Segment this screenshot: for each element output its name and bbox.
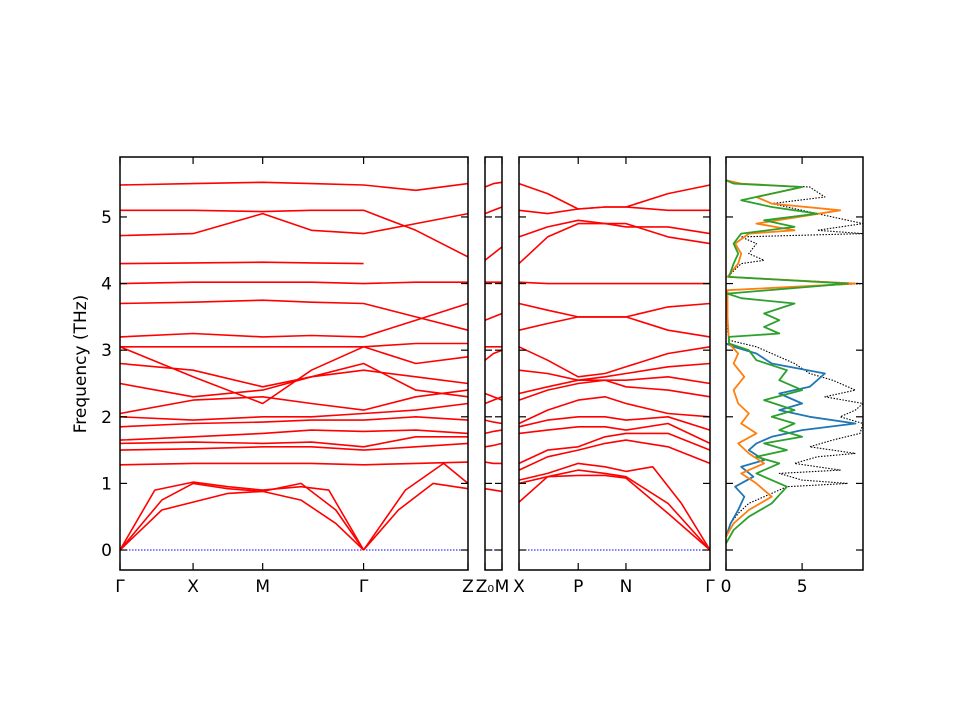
phonon-band: [119, 299, 469, 331]
phonon-band: [518, 379, 711, 401]
phonon-band: [518, 422, 711, 445]
x-tick-label: X: [187, 577, 199, 597]
phonon-band: [119, 490, 365, 551]
phonon-band: [518, 469, 711, 551]
dos-curve-dos_1: [725, 342, 857, 537]
phonon-band: [119, 429, 469, 441]
phonon-band: [119, 345, 469, 405]
panel-frame: [725, 156, 864, 571]
y-tick-label: 2: [101, 408, 112, 428]
phonon-band: [362, 462, 469, 551]
phonon-band: [484, 246, 503, 261]
phonon-band: [518, 439, 711, 471]
phonon-band: [518, 346, 711, 378]
phonon-band: [484, 206, 503, 215]
phonon-band: [119, 302, 469, 338]
phonon-band: [518, 432, 711, 465]
y-tick-label: 0: [101, 541, 112, 561]
phonon-band: [119, 482, 365, 551]
dos-x-tick-label: 5: [797, 577, 808, 597]
phonon-band: [518, 182, 711, 210]
y-tick-label: 1: [101, 474, 112, 494]
phonon-band: [484, 312, 503, 321]
phonon-band: [518, 415, 711, 431]
phonon-band: [518, 462, 711, 551]
phonon-band: [518, 362, 711, 382]
x-tick-label: P: [573, 577, 583, 597]
phonon-band: [119, 402, 469, 421]
phonon-band: [119, 461, 469, 466]
x-tick-label: M: [495, 577, 510, 597]
phonon-band: [119, 362, 469, 388]
x-tick-label: M: [255, 577, 270, 597]
band-panel-gamma-x-m-gamma-z: 0 1 2 3 4 5 Γ X M Γ Z: [101, 156, 474, 597]
phonon-band: [119, 389, 469, 415]
x-tick-label: N: [620, 577, 633, 597]
panel-frame: [484, 156, 503, 571]
x-tick-label: Z: [462, 577, 474, 597]
phonon-band: [119, 181, 469, 192]
phonon-band: [518, 302, 711, 318]
phonon-band: [518, 206, 710, 215]
y-axis-title: Frequency (THz): [71, 295, 91, 434]
phonon-band: [518, 316, 711, 338]
y-tick-label: 5: [101, 208, 112, 228]
phonon-band: [484, 349, 503, 361]
x-tick-label: X: [513, 577, 525, 597]
y-tick-label: 3: [101, 341, 112, 361]
y-tick-label: 4: [101, 275, 112, 295]
phonon-band: [120, 209, 469, 258]
phonon-band: [518, 375, 711, 395]
phonon-band: [484, 419, 503, 425]
phonon-band: [119, 261, 364, 265]
phonon-band: [484, 181, 503, 188]
phonon-band: [119, 415, 469, 428]
phonon-band: [484, 392, 503, 401]
phonon-band: [518, 219, 711, 238]
phonon-band: [119, 281, 468, 285]
phonon-band: [484, 442, 503, 448]
phonon-band: [119, 442, 469, 451]
dos-x-tick-label: 0: [721, 577, 732, 597]
phonon-band: [518, 281, 710, 285]
x-tick-label: Γ: [359, 577, 369, 597]
panel-frame: [119, 156, 469, 571]
phonon-band: [518, 395, 711, 425]
phonon-band: [484, 396, 503, 405]
x-tick-label: Γ: [115, 577, 125, 597]
phonon-band: [484, 461, 502, 465]
band-panel-z0-m: Z₀ M: [476, 156, 510, 597]
panel-frame: [518, 156, 711, 571]
phonon-band: [484, 429, 503, 435]
x-tick-label: Z₀: [476, 577, 495, 597]
x-tick-label: Γ: [705, 577, 715, 597]
phonon-band: [119, 212, 469, 237]
phonon-band: [484, 487, 503, 493]
phonon-band: [120, 342, 468, 348]
phonon-band: [119, 435, 468, 448]
phonon-band: [518, 474, 711, 551]
dos-curve-dos_2: [725, 179, 857, 538]
dos-curve-dos_3: [725, 179, 849, 544]
phonon-band: [119, 481, 365, 551]
phonon-band: [362, 482, 469, 551]
